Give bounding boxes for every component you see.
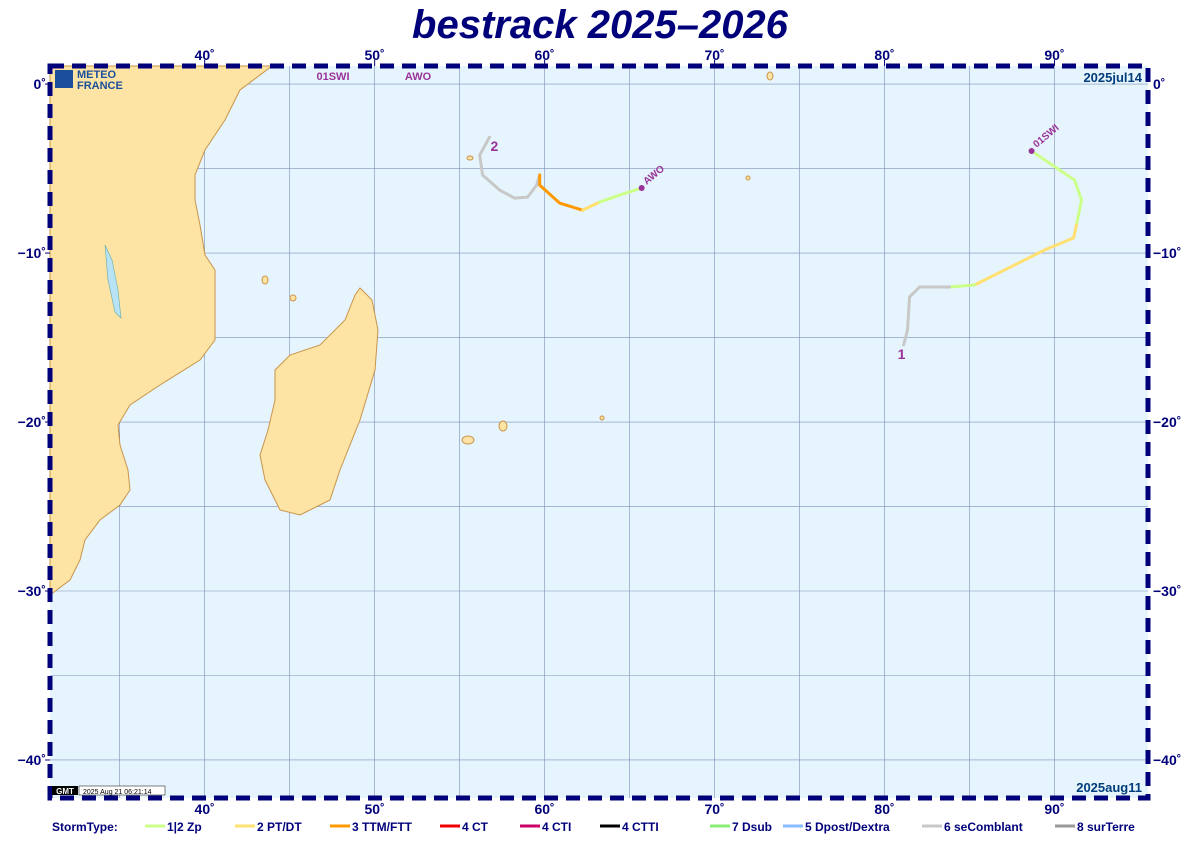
- lon-tick-label: 50˚: [365, 47, 385, 63]
- lat-tick-label: −40˚: [1153, 752, 1181, 768]
- lat-tick-label: −30˚: [18, 583, 46, 599]
- track-segment: [947, 283, 976, 289]
- lon-tick-label: 60˚: [534, 47, 554, 63]
- island: [599, 415, 605, 421]
- date-end: 2025aug11: [1076, 780, 1142, 795]
- track-segment: [581, 200, 602, 212]
- legend-label: 8 surTerre: [1077, 820, 1135, 834]
- legend-label: 1|2 Zp: [167, 820, 202, 834]
- timestamp: 2025 Aug 21 06:21:14: [83, 789, 152, 796]
- track-segment: [972, 223, 1078, 287]
- madagascar: [259, 287, 379, 516]
- lat-tick-label: −30˚: [1153, 583, 1181, 599]
- lat-tick-label: −10˚: [18, 245, 46, 261]
- title: bestrack 2025–2026: [412, 3, 789, 47]
- track-segment: [478, 135, 542, 200]
- date-start: 2025jul14: [1083, 70, 1142, 85]
- timestamp-box: [78, 785, 166, 796]
- legend-label: 4 CT: [462, 820, 489, 834]
- islands: [261, 71, 774, 445]
- legend-label: 4 CTI: [542, 820, 571, 834]
- ocean: [50, 66, 1148, 798]
- lon-tick-label: 70˚: [704, 47, 724, 63]
- lon-tick-label: 40˚: [195, 801, 215, 817]
- island: [289, 294, 297, 302]
- legend-label: 4 CTTI: [622, 820, 659, 834]
- gmt-text: GMT: [56, 787, 74, 796]
- legend-label: 2 PT/DT: [257, 820, 302, 834]
- africa: [49, 65, 274, 596]
- track-segment: [902, 285, 951, 347]
- logo-text: METEO: [77, 69, 117, 81]
- lon-tick-label: 40˚: [195, 47, 215, 63]
- legend-title: StormType:: [52, 820, 118, 834]
- lat-tick-label: 0˚: [1153, 76, 1165, 92]
- track-number: 1: [898, 346, 906, 362]
- logo-mark: [55, 70, 73, 88]
- legend-label: 5 Dpost/Dextra: [805, 820, 890, 834]
- lon-tick-label: 60˚: [534, 801, 554, 817]
- track-segment: [598, 186, 644, 204]
- track-end: [1028, 147, 1035, 154]
- island: [766, 71, 774, 81]
- lon-tick-label: 80˚: [874, 801, 894, 817]
- lat-tick-label: −20˚: [18, 414, 46, 430]
- legend-label: 7 Dsub: [732, 820, 772, 834]
- island: [461, 435, 475, 445]
- lake: [104, 244, 122, 319]
- track-segment: [538, 173, 585, 212]
- storm-name: 01SWI: [316, 71, 349, 83]
- lat-tick-label: −20˚: [1153, 414, 1181, 430]
- lon-tick-label: 80˚: [874, 47, 894, 63]
- legend-label: 3 TTM/FTT: [352, 820, 413, 834]
- logo: METEO FRANCE: [55, 69, 123, 92]
- storm-name: AWO: [405, 71, 432, 83]
- lon-tick-label: 50˚: [365, 801, 385, 817]
- logo-text: FRANCE: [77, 80, 123, 92]
- island: [261, 275, 269, 285]
- island: [745, 175, 751, 181]
- lat-tick-label: −40˚: [18, 752, 46, 768]
- island: [466, 155, 474, 161]
- lon-tick-label: 90˚: [1044, 801, 1064, 817]
- legend-label: 6 seComblant: [944, 820, 1023, 834]
- frame: [47, 63, 1151, 801]
- track-number: 2: [491, 138, 499, 154]
- track-end: [638, 185, 645, 191]
- island: [498, 420, 508, 432]
- lat-tick-label: −10˚: [1153, 245, 1181, 261]
- lat-tick-label: 0˚: [34, 76, 46, 92]
- lon-tick-label: 70˚: [704, 801, 724, 817]
- track-segment: [1030, 149, 1084, 227]
- lon-tick-label: 90˚: [1044, 47, 1064, 63]
- gmt-logo: [52, 786, 78, 795]
